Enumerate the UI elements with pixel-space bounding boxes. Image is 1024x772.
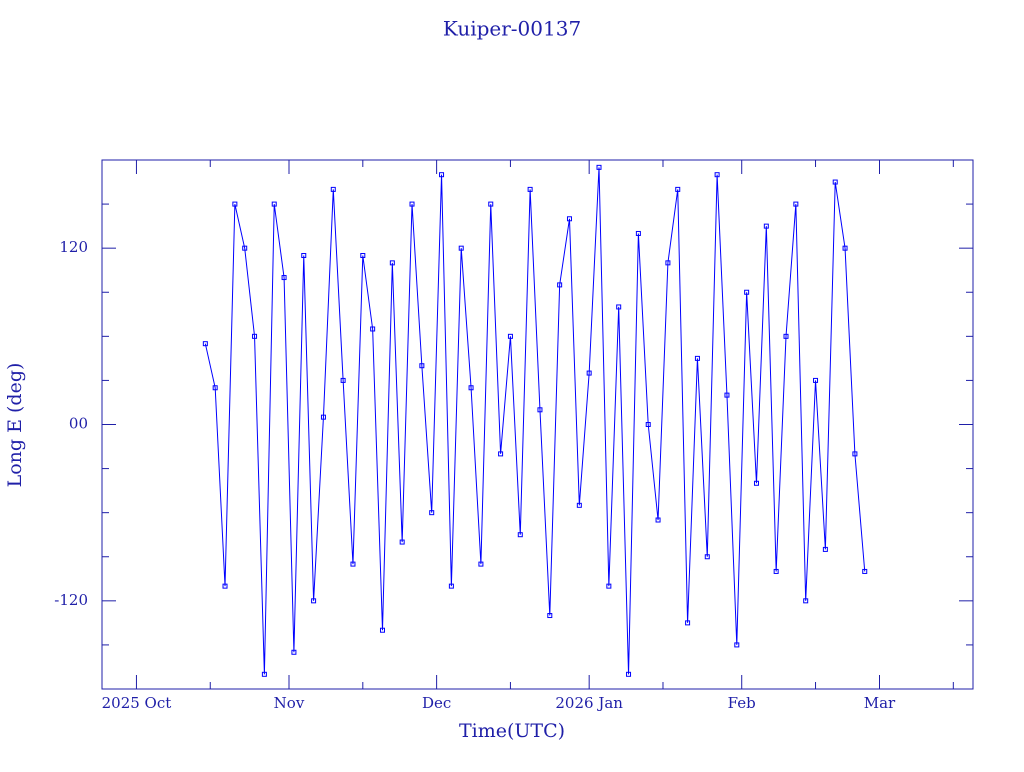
data-point (311, 598, 317, 604)
data-point (616, 304, 622, 310)
y-tick-label: 120 (59, 238, 88, 256)
data-point (399, 539, 405, 545)
data-point (537, 407, 543, 413)
data-point (763, 223, 769, 229)
x-tick-label: Nov (274, 694, 305, 712)
data-point (626, 671, 632, 677)
data-point (419, 363, 425, 369)
data-point (488, 201, 494, 207)
data-point (842, 245, 848, 251)
data-point (242, 245, 248, 251)
data-point (694, 355, 700, 361)
y-tick-label: -120 (54, 591, 88, 609)
data-point (822, 546, 828, 552)
data-point (665, 260, 671, 266)
y-tick-label: 00 (69, 415, 88, 433)
data-point (675, 186, 681, 192)
data-point (232, 201, 238, 207)
y-axis-label: Long E (deg) (4, 363, 26, 488)
data-point (261, 671, 267, 677)
data-point (202, 341, 208, 347)
data-point (320, 414, 326, 420)
chart-title: Kuiper-00137 (443, 17, 581, 41)
data-line (204, 167, 866, 675)
data-point (635, 230, 641, 236)
data-point (478, 561, 484, 567)
data-point (714, 172, 720, 178)
data-point (704, 554, 710, 560)
data-point (291, 649, 297, 655)
data-point (458, 245, 464, 251)
data-point (734, 642, 740, 648)
data-point (557, 282, 563, 288)
data-point (429, 510, 435, 516)
plot-frame (101, 159, 974, 690)
data-point (832, 179, 838, 185)
data-point (547, 613, 553, 619)
data-point (379, 627, 385, 633)
data-point (803, 598, 809, 604)
data-point (753, 480, 759, 486)
data-point (507, 333, 513, 339)
data-point (596, 164, 602, 170)
data-point (586, 370, 592, 376)
data-point (783, 333, 789, 339)
data-point (862, 568, 868, 574)
data-point (724, 392, 730, 398)
data-point (773, 568, 779, 574)
data-point (527, 186, 533, 192)
data-point (252, 333, 258, 339)
data-point (655, 517, 661, 523)
data-point (370, 326, 376, 332)
data-point (685, 620, 691, 626)
data-point (576, 502, 582, 508)
data-point (439, 172, 445, 178)
data-point (793, 201, 799, 207)
data-point (498, 451, 504, 457)
data-point (350, 561, 356, 567)
data-point (566, 216, 572, 222)
x-tick-label: 2025 Oct (102, 694, 172, 712)
data-point (301, 253, 307, 259)
x-axis-label: Time(UTC) (459, 720, 565, 742)
data-point (360, 253, 366, 259)
x-tick-label: Feb (728, 694, 756, 712)
data-point (448, 583, 454, 589)
data-point (222, 583, 228, 589)
data-point (852, 451, 858, 457)
data-point (281, 275, 287, 281)
x-tick-label: Dec (422, 694, 451, 712)
data-point (813, 377, 819, 383)
data-point (389, 260, 395, 266)
data-point (744, 289, 750, 295)
data-point (606, 583, 612, 589)
x-tick-label: Mar (864, 694, 896, 712)
data-point (271, 201, 277, 207)
data-point (340, 377, 346, 383)
data-point (409, 201, 415, 207)
data-point (645, 422, 651, 427)
data-point (517, 532, 523, 538)
data-point (330, 186, 336, 192)
x-tick-label: 2026 Jan (555, 694, 623, 712)
data-point (212, 385, 218, 391)
data-point (468, 385, 474, 391)
